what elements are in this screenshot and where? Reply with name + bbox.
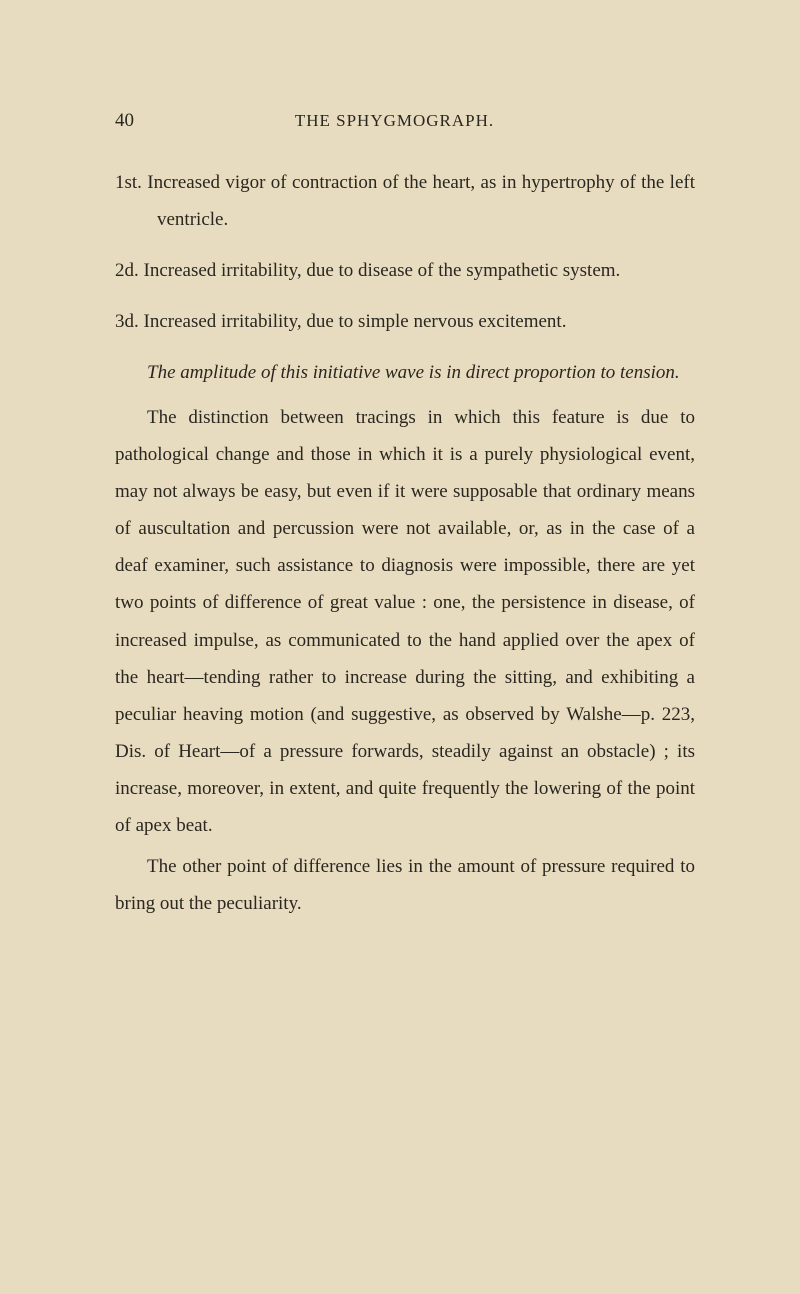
list-item-3: 3d. Increased irritability, due to simpl…: [115, 303, 695, 340]
italic-statement: The amplitude of this initiative wave is…: [115, 354, 695, 391]
body-paragraph-1: The distinction between tracings in whic…: [115, 399, 695, 844]
page-title: THE SPHYGMOGRAPH.: [134, 111, 655, 131]
body-paragraph-2: The other point of difference lies in th…: [115, 848, 695, 922]
page-header: 40 THE SPHYGMOGRAPH.: [115, 110, 695, 132]
list-item-2: 2d. Increased irritability, due to disea…: [115, 252, 695, 289]
list-item-1: 1st. Increased vigor of contraction of t…: [115, 164, 695, 238]
page-number: 40: [115, 110, 134, 132]
